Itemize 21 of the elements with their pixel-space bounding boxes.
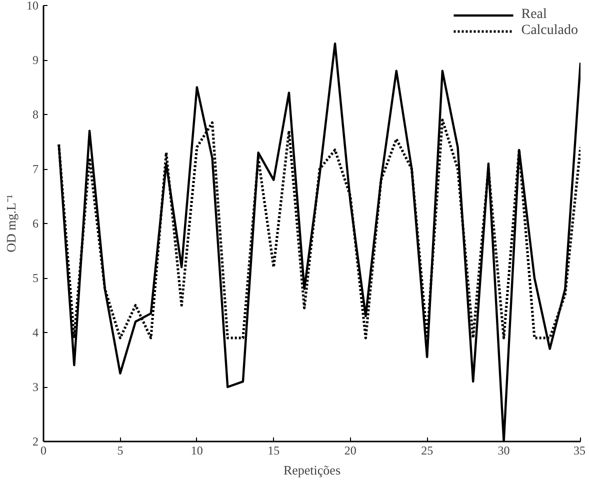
y-tick-label: 10 [26, 0, 38, 12]
y-tick-label: 5 [32, 271, 38, 285]
y-tick-label: 2 [32, 434, 38, 448]
x-axis-title: Repetições [283, 462, 341, 478]
x-tick-label: 30 [498, 444, 510, 458]
legend-label: Calculado [521, 23, 578, 39]
y-tick-label: 8 [32, 108, 38, 122]
x-tick-label: 15 [268, 444, 280, 458]
x-tick-label: 0 [40, 444, 46, 458]
y-axis-title: OD mg.L⁻¹ [4, 194, 18, 252]
x-tick-label: 5 [117, 444, 124, 458]
y-tick-label: 7 [32, 162, 38, 176]
y-tick-label: 4 [32, 326, 38, 340]
y-tick-label: 3 [32, 380, 38, 394]
x-tick-label: 10 [190, 444, 203, 458]
y-tick-label: 9 [32, 53, 38, 67]
x-tick-label: 25 [421, 444, 434, 458]
y-tick-label: 6 [32, 216, 38, 230]
legend-label: Real [521, 7, 547, 23]
x-tick-label: 20 [344, 444, 356, 458]
x-tick-label: 35 [574, 444, 586, 458]
